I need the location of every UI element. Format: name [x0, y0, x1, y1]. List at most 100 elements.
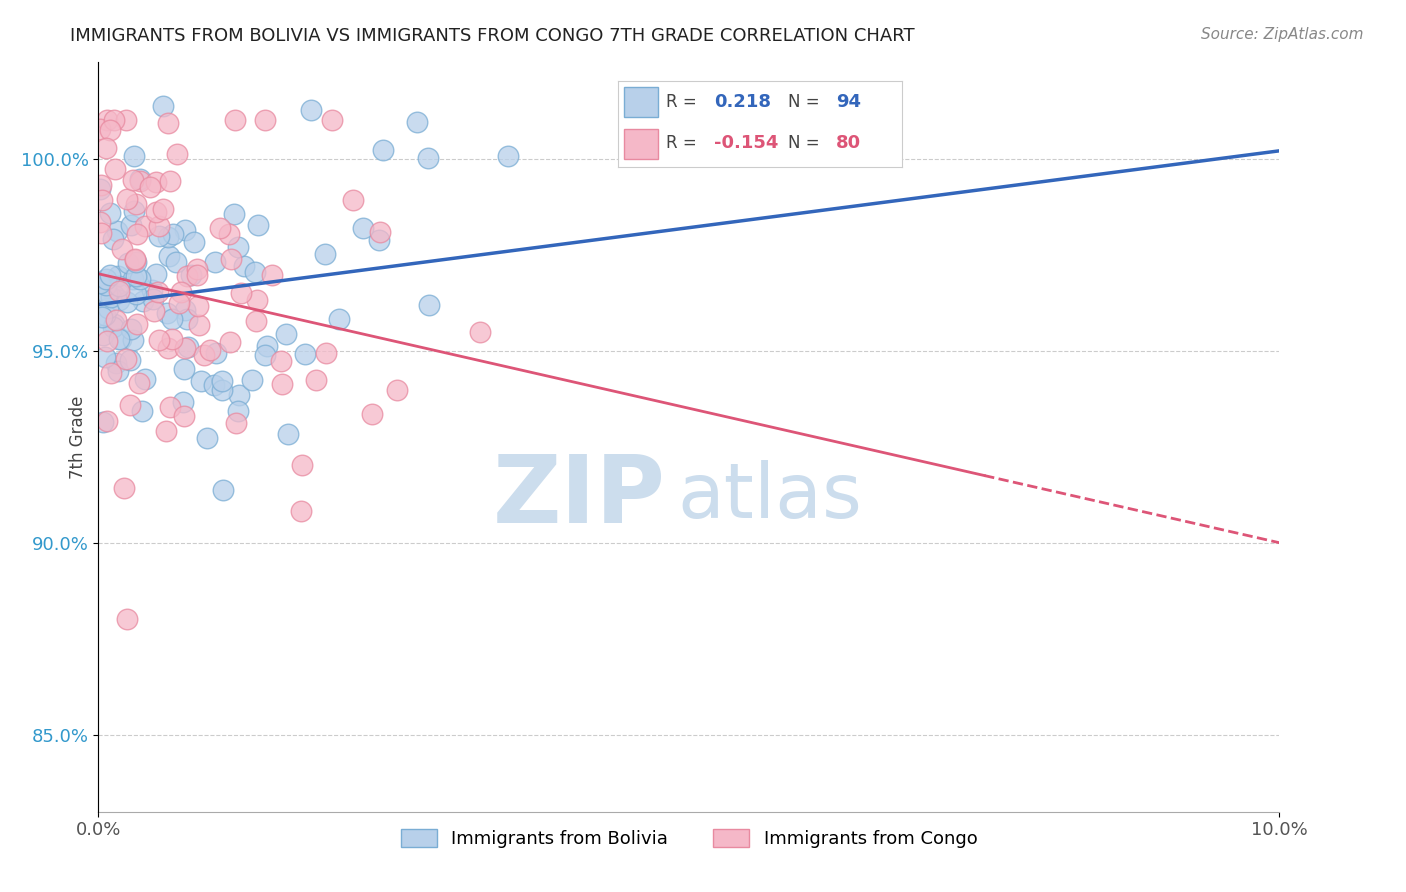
Point	[124, 286, 146, 301]
Text: IMMIGRANTS FROM BOLIVIA VS IMMIGRANTS FROM CONGO 7TH GRADE CORRELATION CHART: IMMIGRANTS FROM BOLIVIA VS IMMIGRANTS FR…	[70, 27, 915, 45]
Point	[143, 304, 166, 318]
Point	[173, 362, 195, 376]
Point	[131, 403, 153, 417]
Point	[120, 218, 142, 232]
Point	[231, 286, 253, 301]
Point	[159, 174, 181, 188]
Point	[93, 288, 115, 302]
Point	[224, 113, 246, 128]
Point	[468, 326, 491, 340]
Point	[134, 219, 156, 233]
Point	[342, 193, 364, 207]
Point	[96, 287, 118, 301]
Point	[314, 247, 336, 261]
Point	[129, 272, 152, 286]
Point	[90, 226, 112, 240]
Point	[101, 319, 124, 334]
Point	[152, 99, 174, 113]
Point	[108, 293, 131, 308]
Text: atlas: atlas	[678, 460, 862, 534]
Point	[107, 364, 129, 378]
Point	[89, 182, 111, 196]
Point	[103, 113, 125, 128]
Point	[91, 415, 114, 429]
Point	[225, 416, 247, 430]
Point	[353, 220, 375, 235]
Point	[94, 272, 117, 286]
Point	[105, 356, 128, 370]
Point	[174, 303, 197, 318]
Point	[110, 243, 132, 257]
Point	[120, 322, 142, 336]
Point	[121, 333, 143, 347]
Point	[112, 481, 135, 495]
Point	[190, 374, 212, 388]
Point	[406, 115, 429, 129]
Point	[145, 267, 167, 281]
Point	[124, 252, 146, 267]
Point	[128, 376, 150, 390]
Point	[107, 284, 129, 298]
Point	[89, 122, 111, 136]
Point	[142, 292, 165, 306]
Point	[101, 232, 124, 246]
Point	[198, 343, 221, 357]
Point	[361, 407, 384, 421]
Point	[193, 347, 215, 361]
Point	[107, 268, 129, 283]
Point	[173, 223, 195, 237]
Point	[226, 240, 249, 254]
Point	[128, 174, 150, 188]
Point	[105, 223, 128, 237]
Text: Source: ZipAtlas.com: Source: ZipAtlas.com	[1201, 27, 1364, 42]
Point	[159, 400, 181, 414]
Point	[211, 483, 233, 498]
Point	[174, 341, 197, 355]
Point	[254, 348, 277, 362]
Point	[202, 378, 225, 392]
Point	[183, 235, 205, 249]
Point	[176, 269, 198, 284]
Point	[204, 255, 226, 269]
Point	[100, 290, 122, 304]
Point	[117, 256, 139, 270]
Point	[291, 458, 314, 473]
Point	[89, 215, 111, 229]
Point	[226, 403, 249, 417]
Point	[299, 103, 322, 118]
Point	[103, 162, 125, 177]
Point	[170, 285, 193, 300]
Point	[371, 144, 394, 158]
Point	[145, 176, 167, 190]
Point	[114, 113, 136, 128]
Point	[218, 334, 240, 349]
Point	[218, 227, 240, 242]
Point	[321, 113, 343, 128]
Point	[98, 123, 121, 137]
Point	[125, 269, 148, 284]
Point	[172, 395, 194, 409]
Point	[90, 193, 112, 207]
Point	[156, 341, 179, 355]
Point	[148, 219, 170, 234]
Point	[166, 147, 188, 161]
Point	[110, 332, 132, 346]
Point	[222, 206, 245, 220]
Point	[103, 317, 125, 331]
Point	[89, 276, 111, 290]
Point	[115, 352, 138, 367]
Point	[173, 409, 195, 424]
Y-axis label: 7th Grade: 7th Grade	[69, 395, 87, 479]
Point	[122, 149, 145, 163]
Point	[208, 221, 231, 235]
Point	[290, 504, 312, 518]
Point	[187, 318, 209, 332]
Point	[276, 326, 298, 341]
Point	[148, 333, 170, 347]
Point	[94, 141, 117, 155]
Point	[385, 383, 408, 397]
Point	[162, 312, 184, 326]
Point	[232, 260, 254, 274]
Point	[195, 431, 218, 445]
Point	[180, 268, 202, 282]
